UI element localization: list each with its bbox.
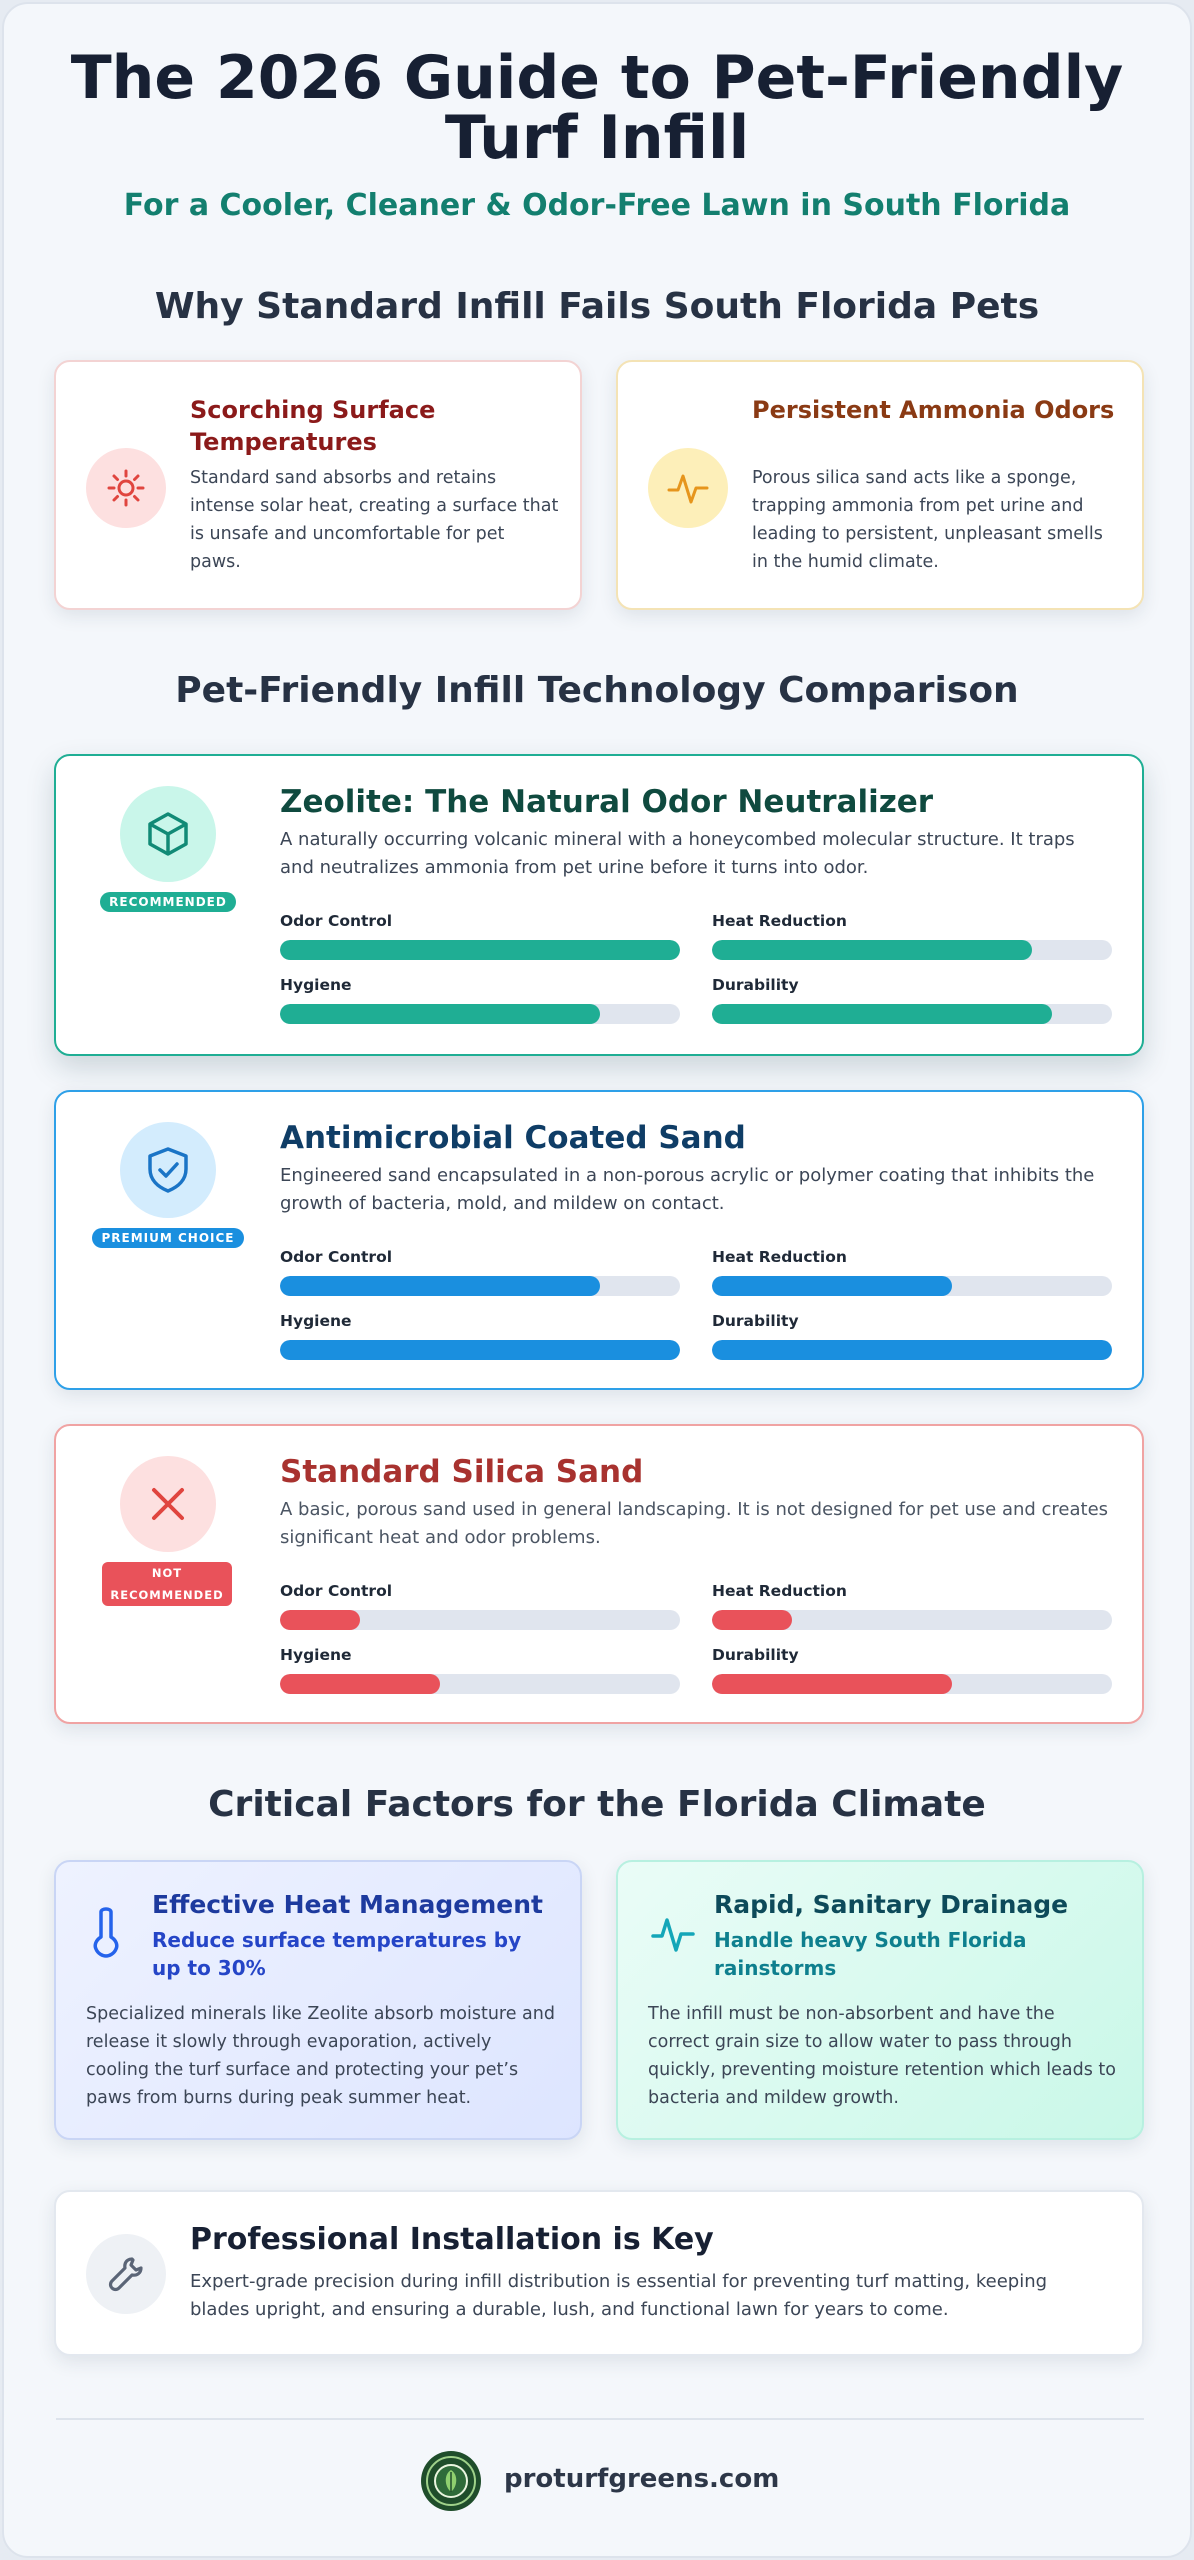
tech-title: Standard Silica Sand xyxy=(280,1454,644,1490)
leaf-logo-icon xyxy=(420,2450,482,2516)
page-title: The 2026 Guide to Pet-Friendly Turf Infi… xyxy=(70,43,1124,173)
factor-subtitle: Handle heavy South Florida rainstorms xyxy=(714,1928,1027,1980)
pulse-icon xyxy=(650,1914,696,1958)
score-bar-durability xyxy=(712,1004,1112,1024)
page-subtitle: For a Cooler, Cleaner & Odor-Free Lawn i… xyxy=(123,188,1071,223)
premium-badge: PREMIUM CHOICE xyxy=(92,1228,244,1248)
factor-text: Specialized minerals like Zeolite absorb… xyxy=(86,2004,555,2108)
score-bar-heat xyxy=(712,940,1112,960)
factor-text: The infill must be non-absorbent and hav… xyxy=(648,2004,1117,2108)
score-bar-durability xyxy=(712,1674,1112,1694)
tech-description: A basic, porous sand used in general lan… xyxy=(280,1499,1109,1548)
tech-title: Antimicrobial Coated Sand xyxy=(280,1120,746,1156)
footer-site[interactable]: proturfgreens.com xyxy=(504,2464,780,2494)
score-bar-fill xyxy=(712,1340,1112,1360)
cube-icon xyxy=(120,786,216,882)
metric-label-durability: Durability xyxy=(712,1646,799,1664)
failure-card-odor: Persistent Ammonia Odors Porous silica s… xyxy=(616,360,1144,610)
factor-subtitle: Reduce surface temperatures by up to 30% xyxy=(152,1928,522,1980)
recommended-badge: RECOMMENDED xyxy=(100,892,236,912)
score-bar-fill xyxy=(712,1610,792,1630)
tech-description: A naturally occurring volcanic mineral w… xyxy=(280,829,1075,878)
failure-title: Scorching Surface Temperatures xyxy=(190,396,436,456)
x-icon xyxy=(120,1456,216,1552)
score-bar-fill xyxy=(280,940,680,960)
metric-label-hygiene: Hygiene xyxy=(280,976,352,994)
score-bar-fill xyxy=(280,1004,600,1024)
score-bar-hygiene xyxy=(280,1674,680,1694)
footer-divider xyxy=(56,2418,1144,2420)
failure-text: Standard sand absorbs and retains intens… xyxy=(190,468,559,572)
factors-heading: Critical Factors for the Florida Climate xyxy=(208,1784,986,1825)
score-bar-fill xyxy=(280,1674,440,1694)
metric-label-durability: Durability xyxy=(712,976,799,994)
score-bar-heat xyxy=(712,1276,1112,1296)
sun-icon xyxy=(86,448,166,528)
tech-title: Zeolite: The Natural Odor Neutralizer xyxy=(280,784,934,820)
installation-title: Professional Installation is Key xyxy=(190,2222,714,2257)
score-bar-hygiene xyxy=(280,1004,680,1024)
failure-title: Persistent Ammonia Odors xyxy=(752,396,1115,424)
thermometer-icon xyxy=(90,1906,122,1962)
metric-label-durability: Durability xyxy=(712,1312,799,1330)
score-bar-hygiene xyxy=(280,1340,680,1360)
pulse-icon xyxy=(648,448,728,528)
shield-check-icon xyxy=(120,1122,216,1218)
metric-label-hygiene: Hygiene xyxy=(280,1312,352,1330)
score-bar-fill xyxy=(712,1004,1052,1024)
metric-label-odor: Odor Control xyxy=(280,912,393,930)
score-bar-odor xyxy=(280,940,680,960)
failure-card-heat: Scorching Surface Temperatures Standard … xyxy=(54,360,582,610)
metric-label-heat: Heat Reduction xyxy=(712,1582,847,1600)
tech-card-zeolite: RECOMMENDED Zeolite: The Natural Odor Ne… xyxy=(54,754,1144,1056)
failures-heading: Why Standard Infill Fails South Florida … xyxy=(154,286,1040,327)
metric-label-hygiene: Hygiene xyxy=(280,1646,352,1664)
failure-text: Porous silica sand acts like a sponge, t… xyxy=(752,468,1103,572)
metric-label-heat: Heat Reduction xyxy=(712,1248,847,1266)
score-bar-fill xyxy=(280,1340,680,1360)
not-recommended-badge: NOT RECOMMENDED xyxy=(102,1562,232,1606)
score-bar-fill xyxy=(712,1674,952,1694)
installation-card: Professional Installation is Key Expert-… xyxy=(54,2190,1144,2356)
score-bar-durability xyxy=(712,1340,1112,1360)
factor-card-drainage: Rapid, Sanitary Drainage Handle heavy So… xyxy=(616,1860,1144,2140)
factor-card-heat: Effective Heat Management Reduce surface… xyxy=(54,1860,582,2140)
metric-label-odor: Odor Control xyxy=(280,1248,393,1266)
comparison-heading: Pet-Friendly Infill Technology Compariso… xyxy=(175,670,1019,711)
score-bar-heat xyxy=(712,1610,1112,1630)
tech-description: Engineered sand encapsulated in a non-po… xyxy=(280,1165,1095,1214)
metric-label-heat: Heat Reduction xyxy=(712,912,847,930)
score-bar-fill xyxy=(712,1276,952,1296)
factor-title: Effective Heat Management xyxy=(152,1890,544,1919)
tech-card-antimicrobial: PREMIUM CHOICE Antimicrobial Coated Sand… xyxy=(54,1090,1144,1390)
score-bar-fill xyxy=(280,1610,360,1630)
factor-title: Rapid, Sanitary Drainage xyxy=(714,1890,1069,1919)
score-bar-fill xyxy=(280,1276,600,1296)
metric-label-odor: Odor Control xyxy=(280,1582,393,1600)
score-bar-fill xyxy=(712,940,1032,960)
installation-text: Expert-grade precision during infill dis… xyxy=(190,2271,1048,2320)
score-bar-odor xyxy=(280,1610,680,1630)
wrench-icon xyxy=(86,2234,166,2314)
tech-card-silica: NOT RECOMMENDED Standard Silica Sand A b… xyxy=(54,1424,1144,1724)
score-bar-odor xyxy=(280,1276,680,1296)
